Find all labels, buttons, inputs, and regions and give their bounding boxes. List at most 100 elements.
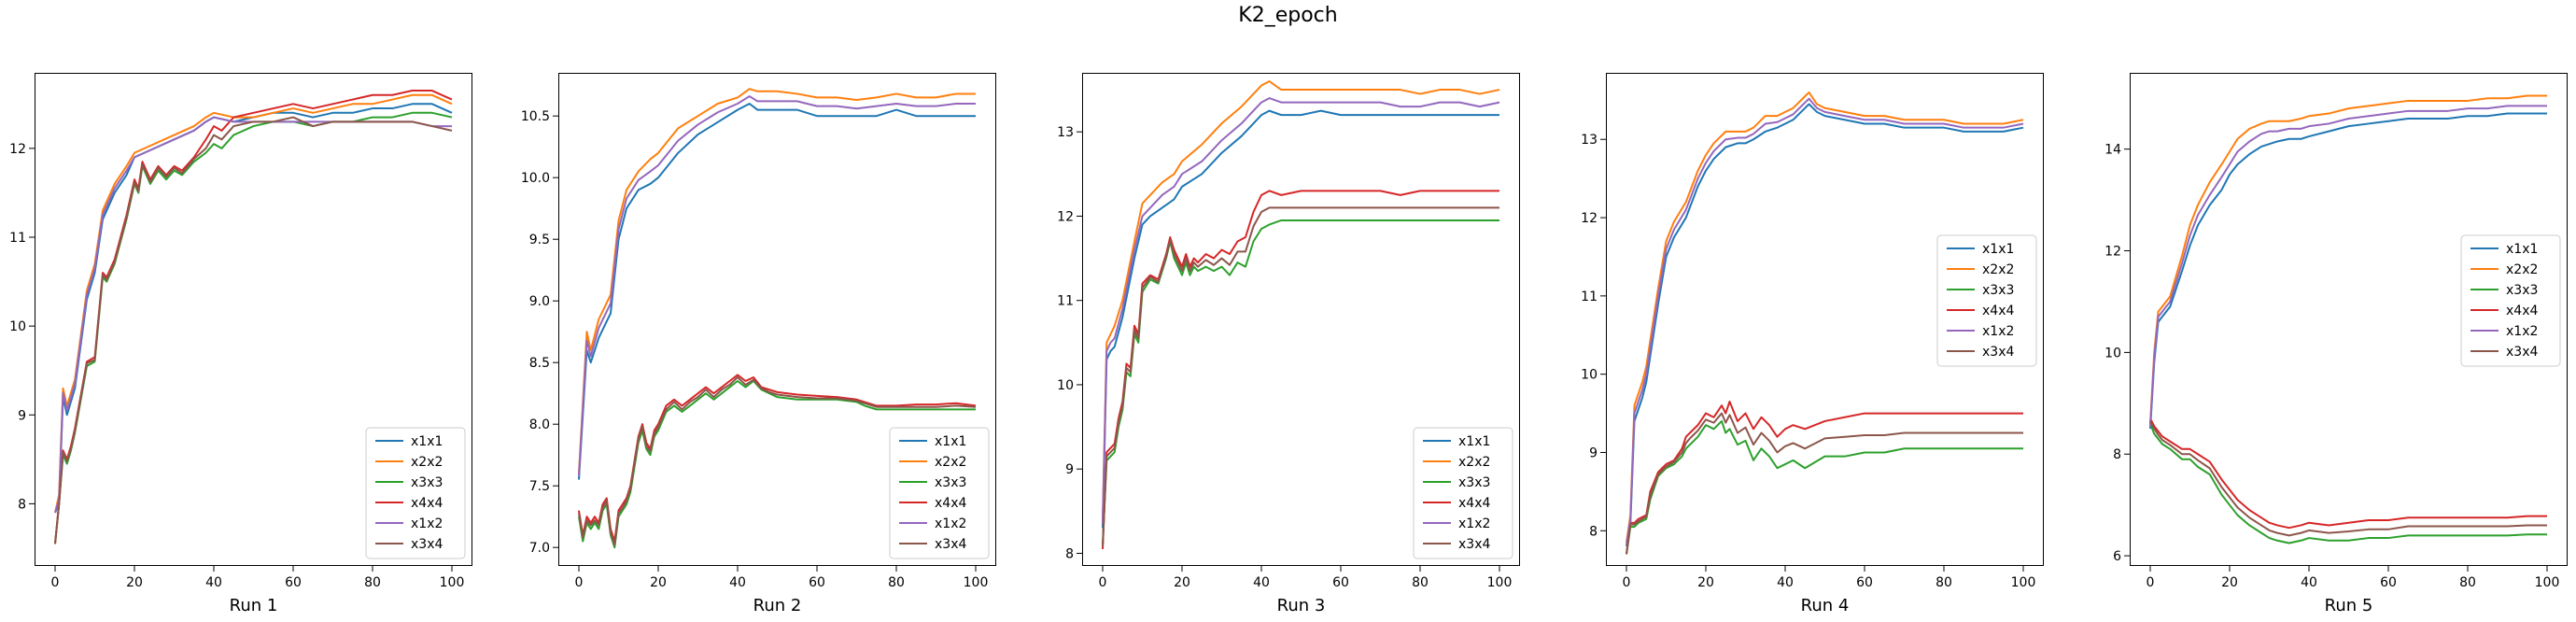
legend-label-x1x2: x1x2: [1982, 324, 2014, 339]
series-line-x3x4: [2149, 420, 2547, 537]
legend-label-x1x1: x1x1: [935, 434, 966, 449]
y-tick-label: 13: [1057, 125, 1074, 140]
series-line-x1x2: [1626, 97, 2024, 545]
y-tick-label: 8: [2113, 447, 2121, 462]
x-axis-label: Run 5: [2325, 596, 2373, 615]
series-line-x3x4: [1626, 412, 2023, 555]
x-tick-label: 0: [1623, 575, 1631, 590]
x-tick-label: 100: [1487, 575, 1513, 590]
legend-label-x1x2: x1x2: [411, 516, 443, 531]
series-line-x2x2: [1102, 80, 1500, 520]
x-tick-label: 40: [729, 575, 746, 590]
x-tick-label: 80: [1412, 575, 1429, 590]
legend-label-x4x4: x4x4: [2506, 304, 2538, 318]
x-tick-label: 60: [809, 575, 825, 590]
x-tick-label: 20: [1697, 575, 1714, 590]
x-tick-label: 100: [2011, 575, 2036, 590]
legend-label-x1x1: x1x1: [1982, 242, 2014, 257]
y-tick-label: 8: [18, 497, 26, 512]
y-tick-label: 9.5: [529, 233, 550, 247]
chart-2: 0 20 40 60 80 100 7.0 7.5 8.0 8.5 9.0 9.5 10.0 10.5 Ru…: [521, 73, 996, 615]
legend-label-x3x4: x3x4: [2506, 345, 2538, 360]
y-tick-label: 10.0: [521, 171, 550, 186]
legend-label-x3x4: x3x4: [411, 537, 443, 552]
legend-label-x2x2: x2x2: [2506, 262, 2538, 277]
axes-frame: [35, 73, 472, 566]
series-line-x3x3: [1626, 419, 2023, 555]
series-line-x1x2: [578, 95, 976, 476]
x-tick-label: 0: [1099, 575, 1107, 590]
x-tick-label: 0: [51, 575, 60, 590]
series-line-x4x4: [2149, 417, 2547, 530]
y-tick-label: 10.5: [521, 109, 550, 124]
x-tick-label: 60: [285, 575, 302, 590]
y-tick-label: 9: [1065, 462, 1074, 477]
legend: x1x1 x2x2 x3x3 x4x4 x1x2 x3x4: [889, 427, 990, 559]
x-tick-label: 100: [964, 575, 989, 590]
legend: x1x1 x2x2 x3x3 x4x4 x1x2 x3x4: [1936, 234, 2037, 367]
x-axis-label: Run 2: [753, 596, 802, 615]
legend-label-x1x2: x1x2: [2506, 324, 2538, 339]
series-line-x3x3: [2149, 423, 2547, 544]
x-tick-label: 80: [364, 575, 381, 590]
legend-label-x3x3: x3x3: [2506, 283, 2538, 298]
figure-title: K2_epoch: [1238, 4, 1338, 27]
y-tick-label: 7.0: [529, 541, 550, 556]
legend-label-x3x4: x3x4: [935, 537, 966, 552]
x-axis-label: Run 1: [230, 596, 278, 615]
x-tick-label: 80: [1936, 575, 1952, 590]
y-tick-label: 10: [2104, 346, 2121, 360]
y-tick-label: 6: [2113, 549, 2121, 564]
legend-label-x4x4: x4x4: [1982, 304, 2014, 318]
chart-1: 0 20 40 60 80 100 8 9 10 11 12 Run 1 x1x1 x2x2 x3x3 x4x…: [9, 73, 472, 615]
legend-label-x2x2: x2x2: [935, 455, 966, 470]
y-tick-label: 8.5: [529, 356, 550, 371]
series-line-x2x2: [2149, 94, 2547, 424]
x-tick-label: 40: [205, 575, 222, 590]
series-line-x3x4: [1102, 206, 1499, 547]
x-tick-label: 20: [2221, 575, 2238, 590]
legend-label-x3x3: x3x3: [935, 475, 966, 490]
x-tick-label: 40: [1777, 575, 1794, 590]
x-tick-label: 80: [888, 575, 905, 590]
x-tick-label: 100: [440, 575, 465, 590]
y-tick-label: 7.5: [529, 479, 550, 494]
legend-label-x4x4: x4x4: [411, 496, 443, 511]
legend-label-x4x4: x4x4: [1458, 496, 1490, 511]
legend-label-x1x2: x1x2: [1458, 516, 1490, 531]
legend-label-x4x4: x4x4: [935, 496, 966, 511]
y-tick-label: 8: [1589, 524, 1598, 539]
y-tick-label: 13: [1581, 133, 1598, 148]
x-tick-label: 40: [2301, 575, 2317, 590]
legend: x1x1 x2x2 x3x3 x4x4 x1x2 x3x4: [365, 427, 466, 559]
y-tick-label: 12: [1057, 209, 1074, 224]
y-tick-label: 12: [2104, 245, 2121, 260]
x-tick-label: 80: [2459, 575, 2476, 590]
legend-label-x1x1: x1x1: [411, 434, 443, 449]
y-tick-label: 14: [2104, 143, 2121, 158]
y-tick-label: 11: [1057, 294, 1074, 309]
x-tick-label: 60: [2380, 575, 2397, 590]
y-tick-label: 9: [18, 408, 26, 423]
series-line-x1x1: [2149, 112, 2547, 430]
x-tick-label: 60: [1856, 575, 1873, 590]
y-tick-label: 8: [1065, 546, 1074, 561]
series-line-x1x1: [1102, 109, 1499, 529]
x-tick-label: 20: [1174, 575, 1190, 590]
y-tick-label: 9: [1589, 445, 1598, 460]
y-tick-label: 10: [1057, 378, 1074, 393]
legend: x1x1 x2x2 x3x3 x4x4 x1x2 x3x4: [2460, 234, 2561, 367]
chart-5: 0 20 40 60 80 100 6 8 10 12 14 Run 5 x1x1 x2x2 x3x3 x4x…: [2104, 73, 2568, 615]
y-tick-label: 8.0: [529, 417, 550, 432]
x-tick-label: 60: [1332, 575, 1349, 590]
legend-label-x1x1: x1x1: [2506, 242, 2538, 257]
series-line-x2x2: [1626, 91, 2024, 544]
axes-frame: [558, 73, 996, 566]
legend-label-x3x3: x3x3: [1458, 475, 1490, 490]
series-line-x1x1: [1626, 103, 2024, 547]
axes-frame: [1606, 73, 2044, 566]
series-line-x3x4: [54, 116, 453, 544]
x-tick-label: 40: [1253, 575, 1270, 590]
x-axis-label: Run 4: [1801, 596, 1850, 615]
